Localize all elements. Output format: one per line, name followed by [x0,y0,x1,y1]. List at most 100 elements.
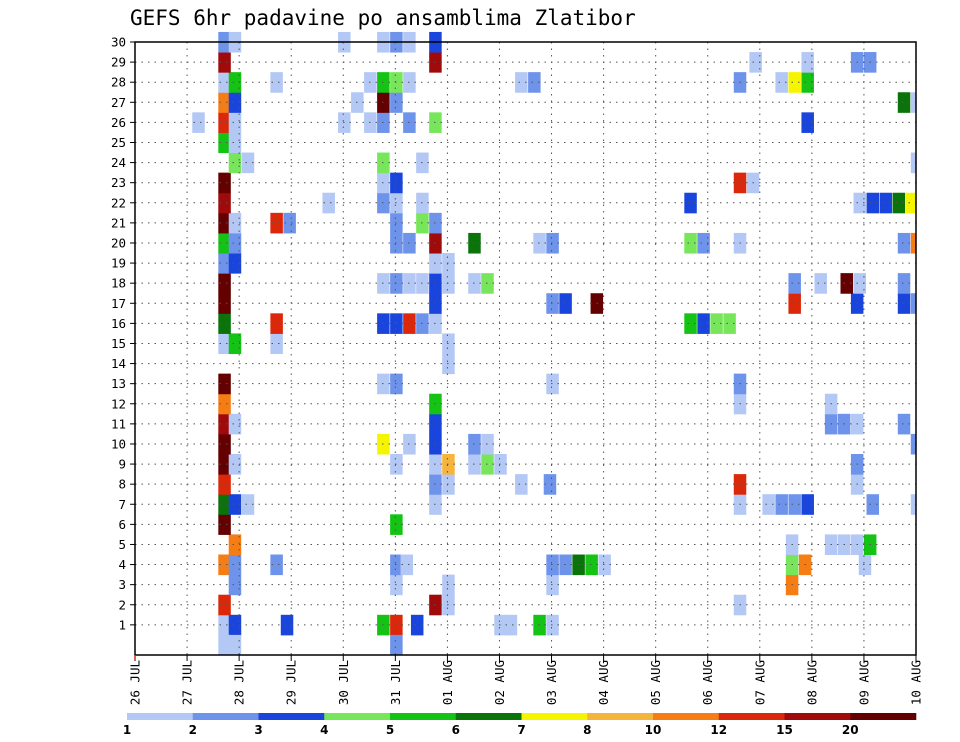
heatmap-cell [218,454,231,475]
heatmap-cell [897,413,911,435]
y-tick-label: 14 [111,356,126,371]
heatmap-cell [546,554,559,576]
y-tick-label: 13 [111,376,126,391]
heatmap-cell [897,293,911,314]
colorbar-swatch [587,713,654,720]
y-tick-label: 1 [118,617,126,632]
heatmap-cell [546,574,559,596]
heatmap-cell [910,152,916,174]
heatmap-cell [559,554,572,576]
colorbar-label: 20 [842,723,859,737]
x-tick-label: 10 AUG [909,660,924,705]
heatmap-cell [192,112,205,133]
heatmap-cell [218,112,231,133]
heatmap-cell [892,192,906,214]
y-tick-label: 30 [111,35,126,50]
colorbar-label: 12 [710,723,727,737]
y-tick-label: 15 [111,336,126,351]
heatmap-cell [228,92,242,113]
y-tick-label: 16 [111,316,126,331]
colorbar-label: 8 [583,723,591,737]
heatmap-cell [322,192,335,214]
heatmap-cell [533,614,546,636]
y-tick-label: 25 [111,135,126,150]
heatmap-cell [853,192,867,214]
heatmap-cell [494,614,507,636]
heatmap-cell [228,574,242,596]
colorbar-label: 4 [320,723,328,737]
heatmap-cell [218,433,231,455]
y-tick-label: 5 [118,537,126,552]
heatmap-cell [788,293,801,314]
heatmap-cell [533,232,546,254]
x-tick-label: 03 AUG [544,660,559,705]
x-tick-label: 26 JUL [128,660,143,705]
colorbar-label: 6 [452,723,460,737]
heatmap-cell [788,494,801,515]
heatmap-cell [218,92,231,113]
heatmap-cell [218,192,231,214]
heatmap-cell [218,253,231,274]
heatmap-cell [400,554,414,576]
x-tick-label: 27 JUL [180,660,195,705]
heatmap-cell [866,192,880,214]
heatmap-cell [270,72,283,93]
heatmap-cell [241,152,255,174]
heatmap-cell [228,132,242,154]
heatmap-cell [228,454,242,475]
heatmap-cell [910,494,916,515]
x-tick-label: 06 AUG [700,660,715,705]
y-tick-label: 11 [111,416,126,431]
heatmap-cell [897,92,911,113]
heatmap-cell [218,132,231,154]
heatmap-cell [270,313,283,334]
heatmap-cell [270,554,283,576]
heatmap-cell [270,333,283,355]
heatmap-cell [775,72,788,93]
heatmap-cell [788,72,801,93]
heatmap-cell [218,474,231,495]
colorbar-swatch [784,713,851,720]
heatmap-cell [218,373,231,395]
heatmap-cell [218,393,231,415]
y-tick-label: 10 [111,436,126,451]
colorbar-label: 2 [189,723,197,737]
heatmap-cell [515,474,528,495]
heatmap-cell [228,614,242,636]
heatmap-cell [218,333,231,355]
heatmap-cell [228,534,242,556]
heatmap-cell [546,614,559,636]
heatmap-cell [218,212,231,234]
heatmap-cell [910,293,916,314]
heatmap-cell [280,614,294,636]
y-tick-label: 19 [111,256,126,271]
colorbar-swatch [718,713,785,720]
heatmap-cell [801,72,814,93]
x-tick-label: 09 AUG [856,660,871,705]
heatmap-cell [241,494,255,515]
y-tick-label: 27 [111,95,126,110]
heatmap-cell [228,554,242,576]
chart-title: GEFS 6hr padavine po ansamblima Zlatibor [130,6,636,30]
heatmap-cell [218,634,231,656]
colorbar-swatch [258,713,325,720]
y-tick-label: 17 [111,296,126,311]
heatmap-cell [546,293,559,314]
heatmap-cell [228,494,242,515]
x-axis: 26 JUL 27 JUL 28 JUL 29 JUL 30 JUL 31 JUL 01 A… [128,655,924,705]
heatmap-cell [697,313,710,334]
y-tick-label: 3 [118,577,126,592]
plot-frame [134,41,917,656]
heatmap-cell [410,614,424,636]
heatmap-cell [515,72,528,93]
y-tick-label: 23 [111,175,126,190]
heatmap-cell [905,192,916,214]
heatmap-cell [879,192,893,214]
y-tick-label: 20 [111,235,126,250]
heatmap-cell [814,273,827,294]
heatmap-cell [228,232,242,254]
heatmap-cell [228,112,242,133]
colorbar-label: 1 [123,723,131,737]
heatmap-cell [504,614,518,636]
